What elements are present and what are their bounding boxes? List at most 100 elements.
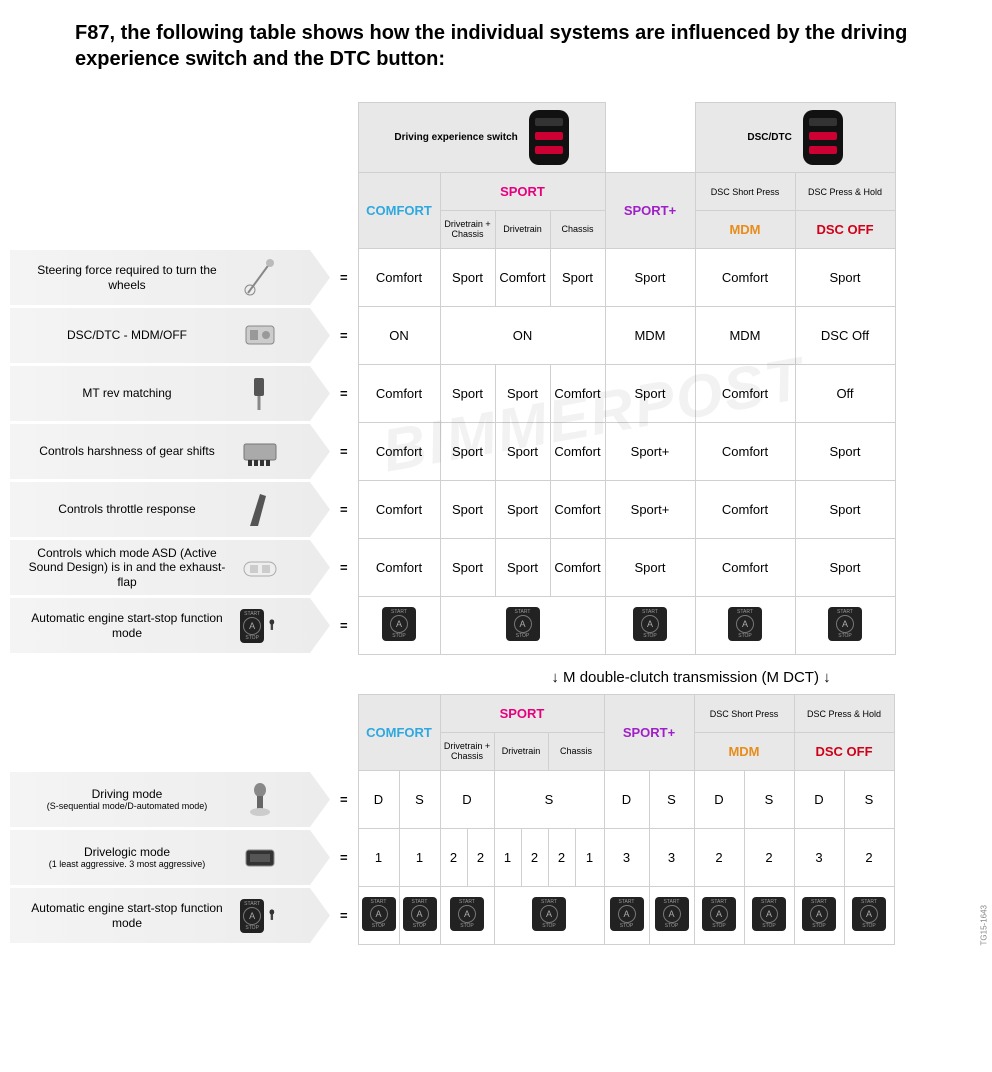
row-label-text: Steering force required to turn the whee…	[20, 263, 234, 292]
cell-value: Comfort	[722, 502, 768, 517]
row-label-text: MT rev matching	[20, 386, 234, 400]
cell-value: Sport	[829, 444, 860, 459]
sportplus-header: SPORT+	[605, 173, 695, 249]
row-label: Driving mode(S-sequential mode/D-automat…	[10, 772, 330, 827]
dsc-dtc-header: DSC/DTC	[695, 103, 895, 173]
cell-value: Off	[836, 386, 853, 401]
row-label-text: Controls harshness of gear shifts	[20, 444, 234, 458]
steering-icon	[240, 258, 280, 298]
row-label: Automatic engine start-stop function mod…	[10, 888, 330, 943]
equals-sign: =	[330, 481, 358, 539]
cell-value: Sport	[829, 270, 860, 285]
cell-value: ON	[513, 328, 533, 343]
mdm-header: MDM	[695, 211, 795, 249]
sport-sub-d: Drivetrain	[495, 211, 550, 249]
driving-switch-label: Driving experience switch	[394, 132, 517, 143]
cell-value: Comfort	[376, 444, 422, 459]
main-table: Driving experience switch DSC/DTC COMFOR…	[10, 102, 896, 655]
cell-value: Sport	[634, 270, 665, 285]
page-title: F87, the following table shows how the i…	[75, 20, 972, 72]
cell-value: Sport	[452, 560, 483, 575]
cell-value: Sport	[829, 502, 860, 517]
cell-value: Sport	[634, 560, 665, 575]
row-label: Controls harshness of gear shifts	[10, 424, 330, 479]
cell-value: Comfort	[376, 270, 422, 285]
sport-header: SPORT	[440, 173, 605, 211]
cell-value: Sport	[452, 270, 483, 285]
cell-value: Sport	[507, 386, 538, 401]
row-label-text: Controls which mode ASD (Active Sound De…	[20, 546, 234, 589]
equals-sign: =	[330, 829, 358, 887]
startstop-icon: A	[450, 897, 484, 931]
cell-value: 2	[715, 850, 722, 865]
cell-value: Sport	[507, 444, 538, 459]
cell-value: Sport	[507, 502, 538, 517]
cell-value: Sport	[829, 560, 860, 575]
equals-sign: =	[330, 365, 358, 423]
dct-divider: ↓ M double-clutch transmission (M DCT) ↓	[410, 669, 972, 686]
cell-value: Comfort	[376, 560, 422, 575]
cell-value: Comfort	[722, 444, 768, 459]
startstop-icon: A	[702, 897, 736, 931]
row-label-text: Automatic engine start-stop function mod…	[20, 901, 234, 930]
cell-value: 2	[558, 850, 565, 865]
pedal-icon	[240, 374, 280, 414]
row-label: Controls which mode ASD (Active Sound De…	[10, 540, 330, 595]
cell-value: Comfort	[499, 270, 545, 285]
cell-value: 1	[586, 850, 593, 865]
sport-sub-c: Chassis	[550, 211, 605, 249]
panel-icon	[240, 838, 280, 878]
dsc-dtc-label: DSC/DTC	[747, 132, 791, 143]
cell-value: Comfort	[554, 444, 600, 459]
comfort-header: COMFORT	[358, 173, 440, 249]
cell-value: 3	[815, 850, 822, 865]
row-label-text: DSC/DTC - MDM/OFF	[20, 328, 234, 342]
row-label: Steering force required to turn the whee…	[10, 250, 330, 305]
cell-value: 3	[623, 850, 630, 865]
sport-header-2: SPORT	[440, 695, 604, 733]
cell-value: Comfort	[376, 386, 422, 401]
driving-switch-header: Driving experience switch	[358, 103, 605, 173]
equals-sign: =	[330, 423, 358, 481]
startstop-icon: A	[802, 897, 836, 931]
dsc-short-super: DSC Short Press	[695, 173, 795, 211]
cell-value: ON	[389, 328, 409, 343]
cell-value: Comfort	[722, 560, 768, 575]
startstop-icon: A	[382, 607, 416, 641]
startstop-icon: A	[633, 607, 667, 641]
dsc-icon	[240, 316, 280, 356]
comfort-header-2: COMFORT	[358, 695, 440, 771]
startstop-icon: A	[532, 897, 566, 931]
row-label-text: Automatic engine start-stop function mod…	[20, 611, 234, 640]
dscoff-header-2: DSC OFF	[794, 733, 894, 771]
startstop-icon: A	[828, 607, 862, 641]
cell-value: Sport	[507, 560, 538, 575]
row-label: Automatic engine start-stop function mod…	[10, 598, 330, 653]
cell-value: Sport+	[631, 502, 670, 517]
equals-sign: =	[330, 887, 358, 945]
side-code: TG15-1643	[979, 905, 988, 945]
cell-value: DSC Off	[821, 328, 869, 343]
cell-value: Sport	[452, 444, 483, 459]
row-label: Controls throttle response	[10, 482, 330, 537]
cell-value: 2	[865, 850, 872, 865]
cell-value: Comfort	[554, 560, 600, 575]
cell-value: Comfort	[722, 270, 768, 285]
equals-sign: =	[330, 771, 358, 829]
dscoff-header: DSC OFF	[795, 211, 895, 249]
startstop-icon: A	[752, 897, 786, 931]
startstop-icon: A	[240, 896, 280, 936]
sport-sub-c-2: Chassis	[548, 733, 604, 771]
ecu-icon	[240, 432, 280, 472]
throttle-icon	[240, 490, 280, 530]
cell-value: MDM	[634, 328, 665, 343]
dsc-short-super-2: DSC Short Press	[694, 695, 794, 733]
cell-value: Sport	[562, 270, 593, 285]
mdm-header-2: MDM	[694, 733, 794, 771]
row-label-text: Controls throttle response	[20, 502, 234, 516]
row-label-text: Driving mode(S-sequential mode/D-automat…	[20, 787, 234, 812]
cell-value: 1	[416, 850, 423, 865]
sportplus-header-2: SPORT+	[604, 695, 694, 771]
row-label: MT rev matching	[10, 366, 330, 421]
cell-value: Sport	[634, 386, 665, 401]
